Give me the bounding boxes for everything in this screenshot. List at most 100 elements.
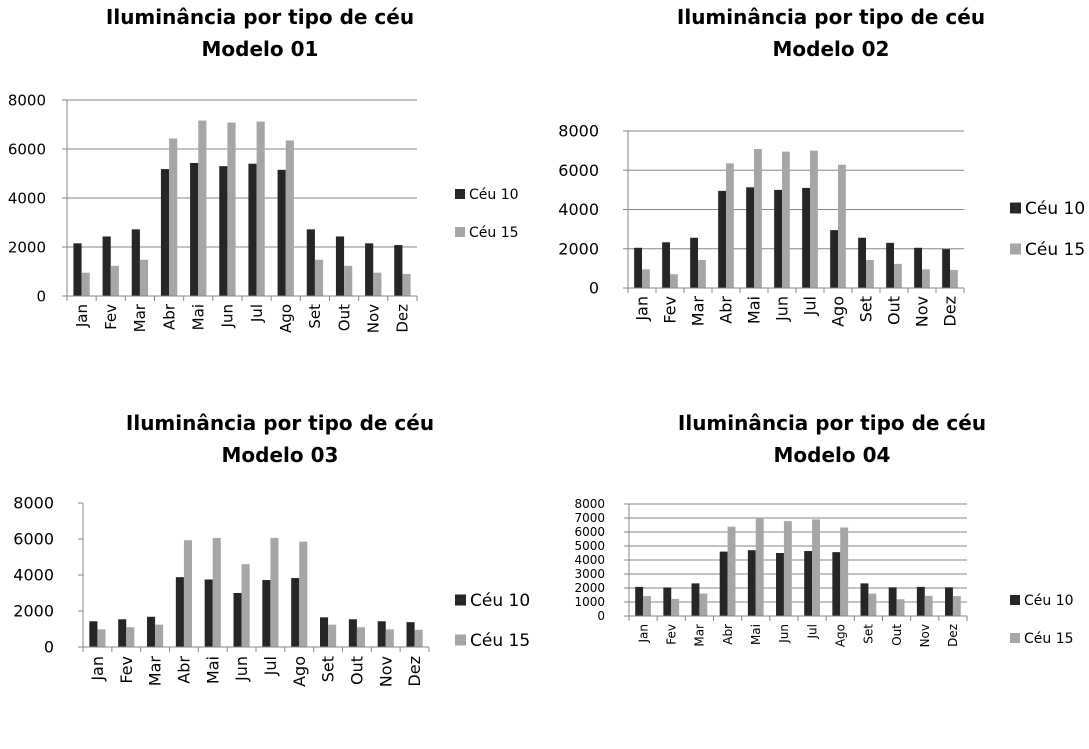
bar-c-u-10-jan: [73, 243, 82, 296]
bar-c-u-10-jun: [233, 593, 242, 647]
bar-c-u-10-jul: [804, 551, 813, 616]
bar-c-u-10-mar: [131, 229, 140, 296]
y-tick-label: 4000: [558, 200, 599, 219]
x-tick-label: Fev: [664, 624, 678, 645]
bar-c-u-10-dez: [945, 587, 953, 616]
bar-c-u-10-set: [860, 583, 869, 616]
x-tick-label: Mai: [190, 304, 208, 330]
bar-c-u-15-abr: [169, 138, 178, 296]
y-tick-label: 7000: [574, 511, 605, 525]
y-tick-label: 3000: [574, 567, 605, 581]
bar-c-u-10-dez: [942, 249, 950, 288]
x-tick-label: Set: [862, 624, 876, 644]
y-tick-label: 8000: [13, 494, 54, 513]
y-tick-label: 0: [44, 638, 54, 657]
y-tick-label: 6000: [574, 525, 605, 539]
bar-c-u-15-set: [866, 259, 874, 288]
chart-modelo-03: Iluminância por tipo de céu Modelo 03 0 200…: [0, 374, 545, 749]
x-tick-label: Nov: [365, 304, 383, 333]
chart-subtitle: Modelo 04: [774, 443, 891, 467]
x-tick-label: Jul: [801, 296, 820, 316]
chart-title: Iluminância por tipo de céu: [126, 411, 434, 435]
x-tick-label: Dez: [394, 304, 412, 333]
x-tick-label: Mar: [146, 656, 165, 687]
bar-c-u-15-fev: [670, 274, 678, 288]
bar-c-u-15-ago: [299, 541, 308, 647]
bar-c-u-15-mai: [212, 537, 221, 647]
x-tick-label: Jan: [88, 656, 107, 682]
x-tick-label: Fev: [102, 304, 120, 330]
y-tick-label: 8000: [574, 497, 605, 511]
legend-swatch: [1010, 202, 1021, 214]
y-tick-label: 2000: [574, 581, 605, 595]
legend-swatch: [455, 227, 465, 237]
bar-c-u-15-out: [894, 263, 902, 288]
bar-c-u-15-jul: [256, 121, 265, 296]
chart-svg: Iluminância por tipo de céu Modelo 01 0 200…: [8, 5, 519, 333]
bar-c-u-10-out: [888, 587, 897, 616]
x-tick-label: Mar: [693, 624, 707, 647]
bar-c-u-15-jan: [97, 629, 106, 647]
y-tick-label: 6000: [13, 530, 54, 549]
bar-c-u-15-jul: [810, 150, 818, 288]
legend-label: Céu 10: [470, 591, 530, 611]
legend-swatch: [455, 634, 466, 646]
bar-c-u-15-dez: [402, 273, 411, 296]
x-tick-label: Nov: [918, 624, 932, 647]
bar-c-u-15-dez: [952, 596, 961, 616]
x-tick-label: Nov: [376, 656, 395, 687]
bar-c-u-15-mar: [699, 593, 708, 616]
bar-c-u-10-mar: [147, 616, 156, 647]
bar-c-u-10-ago: [277, 169, 286, 296]
chart-svg: Iluminância por tipo de céu Modelo 04 0100…: [574, 411, 1074, 647]
chart-title: Iluminância por tipo de céu: [106, 5, 414, 29]
x-tick-label: Mai: [203, 656, 222, 684]
bar-c-u-10-mar: [690, 237, 698, 288]
bar-c-u-15-nov: [373, 272, 382, 296]
chart-svg: Iluminância por tipo de céu Modelo 03 0 200…: [13, 411, 530, 687]
bar-c-u-10-nov: [377, 621, 386, 647]
x-tick-label: Abr: [175, 656, 194, 684]
chart-subtitle: Modelo 01: [202, 37, 319, 61]
bar-c-u-10-ago: [830, 230, 838, 288]
bar-c-u-10-dez: [394, 245, 403, 296]
y-tick-label: 8000: [558, 122, 599, 141]
bar-c-u-15-fev: [110, 265, 119, 296]
bar-c-u-10-mai: [204, 579, 213, 647]
x-tick-label: Dez: [946, 624, 960, 647]
x-tick-label: Jun: [773, 296, 792, 322]
bar-c-u-10-jul: [262, 580, 271, 647]
bar-c-u-15-jan: [81, 272, 90, 296]
bar-c-u-15-jun: [227, 122, 236, 296]
bar-c-u-10-nov: [914, 247, 922, 288]
bar-c-u-15-mar: [698, 259, 706, 288]
y-tick-label: 6000: [8, 140, 46, 158]
bar-c-u-15-mai: [198, 120, 207, 296]
bar-c-u-10-abr: [718, 190, 726, 288]
bar-c-u-10-set: [320, 617, 329, 647]
x-tick-label: Ago: [829, 296, 848, 327]
x-tick-label: Ago: [833, 624, 847, 647]
legend-label: Céu 15: [470, 631, 530, 651]
chart-subtitle: Modelo 03: [222, 443, 339, 467]
bar-c-u-15-ago: [285, 140, 294, 296]
x-tick-label: Nov: [913, 296, 932, 327]
x-tick-label: Set: [319, 656, 338, 682]
legend-swatch: [1010, 595, 1020, 605]
bar-c-u-15-fev: [126, 627, 135, 647]
legend-swatch: [1010, 243, 1021, 255]
legend-label: Céu 10: [469, 187, 519, 203]
bar-c-u-15-jan: [642, 269, 650, 288]
y-tick-label: 4000: [13, 566, 54, 585]
y-tick-label: 2000: [8, 238, 46, 256]
chart-modelo-02: Iluminância por tipo de céu Modelo 02 0 200…: [545, 0, 1089, 374]
bar-c-u-10-fev: [663, 587, 672, 616]
x-tick-label: Dez: [941, 296, 960, 327]
bar-c-u-10-jul: [248, 163, 257, 296]
bar-c-u-15-fev: [671, 598, 680, 616]
x-tick-label: Abr: [721, 624, 735, 645]
y-tick-label: 2000: [558, 239, 599, 258]
legend-label: Céu 15: [1024, 631, 1074, 647]
x-tick-label: Jan: [633, 296, 652, 322]
x-tick-label: Out: [348, 656, 367, 685]
